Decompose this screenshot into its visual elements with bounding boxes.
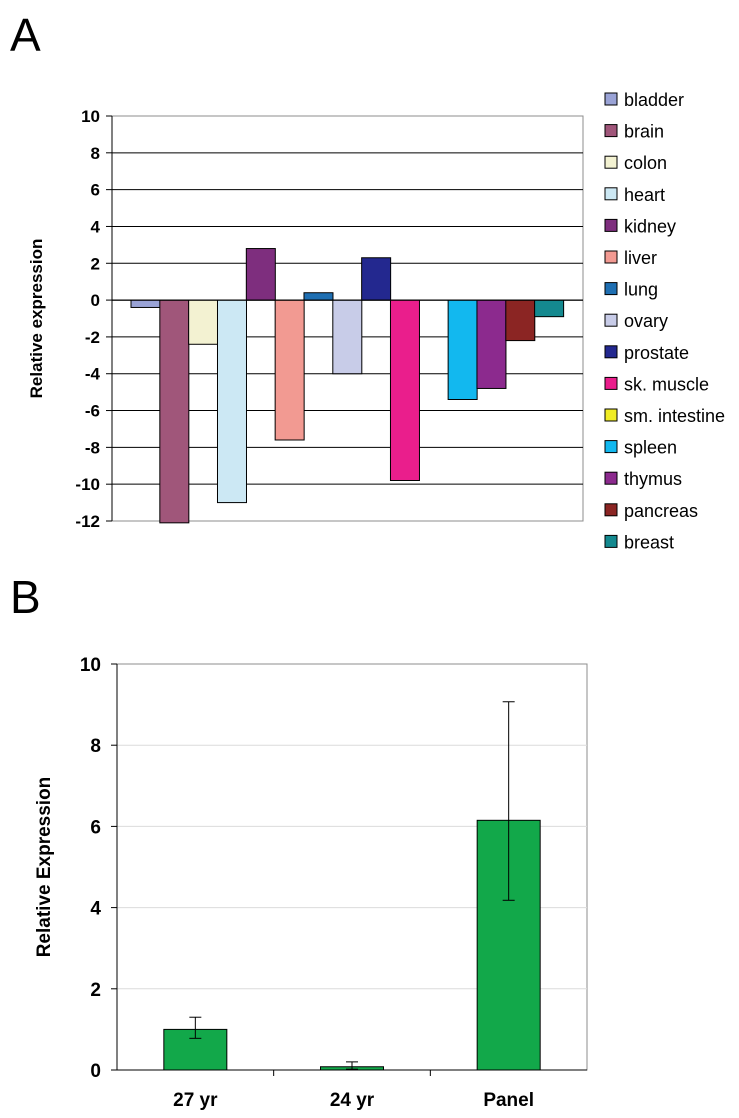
panel-label-b: B — [10, 571, 41, 623]
y-tick-label: 0 — [91, 291, 100, 310]
y-tick-label: 8 — [90, 736, 101, 757]
y-tick-label: 10 — [80, 655, 101, 676]
bar-prostate — [361, 257, 392, 301]
y-tick-label: 6 — [91, 181, 100, 200]
y-tick-label: -8 — [85, 438, 100, 457]
y-tick-label: -2 — [85, 328, 100, 347]
y-tick-label: 0 — [90, 1061, 101, 1082]
legend-label-sm-intestine: sm. intestine — [624, 406, 725, 426]
legend-label-liver: liver — [624, 248, 657, 268]
legend-swatch-ovary — [604, 313, 618, 327]
legend-label-pancreas: pancreas — [624, 501, 698, 521]
x-tick-label-27-yr: 27 yr — [173, 1090, 218, 1111]
y-axis-title: Relative expression — [27, 239, 46, 399]
legend-label-sk-muscle: sk. muscle — [624, 374, 709, 394]
bar-pancreas — [505, 299, 536, 342]
legend-swatch-heart — [604, 187, 618, 201]
y-tick-label: 2 — [91, 254, 100, 273]
legend-swatch-sk-muscle — [604, 376, 618, 390]
bar-heart — [216, 299, 247, 504]
legend-swatch-breast — [604, 534, 618, 548]
y-tick-label: -4 — [85, 365, 101, 384]
y-tick-label: -12 — [75, 512, 100, 531]
y-tick-label: 10 — [81, 107, 100, 126]
legend-label-prostate: prostate — [624, 343, 689, 363]
bar-kidney — [245, 248, 276, 301]
legend-label-thymus: thymus — [624, 469, 682, 489]
x-tick-label-panel: Panel — [483, 1090, 534, 1111]
y-tick-label: 2 — [90, 980, 101, 1001]
legend-label-breast: breast — [624, 532, 674, 552]
legend-swatch-kidney — [604, 218, 618, 232]
legend-swatch-sm-intestine — [604, 408, 618, 422]
legend-label-lung: lung — [624, 280, 658, 300]
x-tick-label-24-yr: 24 yr — [330, 1090, 375, 1111]
legend-label-colon: colon — [624, 153, 667, 173]
bar-thymus — [476, 299, 507, 389]
legend-swatch-liver — [604, 250, 618, 264]
chart-a-tissue-expression: 10 8 6 4 2 0 -2 -4 -6 -8 -10 -12 Relative expression… — [27, 90, 725, 552]
legend-swatch-colon — [604, 155, 618, 169]
bar-ovary — [332, 299, 363, 375]
y-tick-label: 4 — [91, 217, 101, 236]
panel-label-a: A — [10, 9, 41, 61]
y-tick-label: 8 — [91, 144, 100, 163]
y-tick-label: -6 — [85, 402, 100, 421]
legend-label-heart: heart — [624, 185, 665, 205]
bar-brain — [159, 299, 190, 524]
bar-colon — [188, 299, 219, 345]
legend-swatch-lung — [604, 282, 618, 296]
legend-swatch-bladder — [604, 92, 618, 106]
legend-label-spleen: spleen — [624, 438, 677, 458]
y-tick-label: -10 — [75, 475, 100, 494]
legend-swatch-pancreas — [604, 503, 618, 517]
legend-swatch-thymus — [604, 471, 618, 485]
legend-swatch-spleen — [604, 440, 618, 454]
bar-spleen — [447, 299, 478, 400]
y-tick-label: 6 — [90, 817, 101, 838]
y-axis-title: Relative Expression — [34, 777, 55, 958]
bar-sk-muscle — [389, 299, 420, 481]
legend-swatch-prostate — [604, 345, 618, 359]
legend-label-ovary: ovary — [624, 311, 668, 331]
legend-swatch-brain — [604, 124, 618, 138]
legend-label-bladder: bladder — [624, 90, 684, 110]
y-tick-label: 4 — [90, 899, 101, 920]
legend-label-brain: brain — [624, 122, 664, 142]
legend-label-kidney: kidney — [624, 216, 676, 236]
